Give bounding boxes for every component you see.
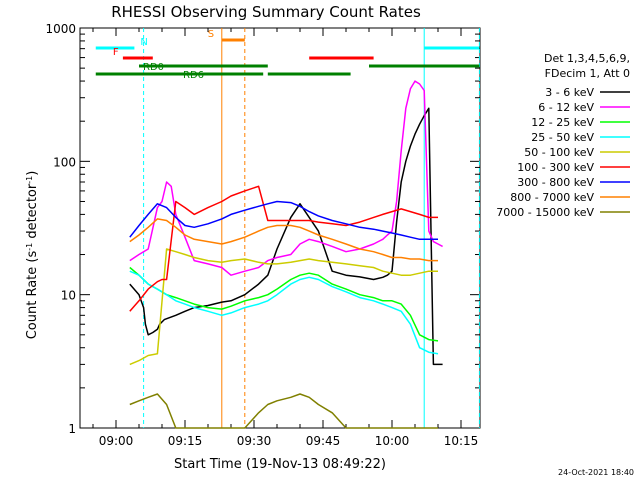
series-line-3 — [129, 270, 439, 355]
series-line-0 — [129, 107, 443, 366]
x-tick-label-1: 09:15 — [168, 434, 203, 448]
x-axis-label: Start Time (19-Nov-13 08:49:22) — [174, 457, 386, 472]
y-tick-label-0: 1 — [68, 422, 76, 436]
x-tick-label-0: 09:00 — [99, 434, 134, 448]
flag-label-rd6: RD6 — [183, 70, 204, 81]
x-tick-label-3: 09:45 — [306, 434, 341, 448]
chart-title: RHESSI Observing Summary Count Rates — [111, 3, 421, 21]
flag-label-f: F — [113, 47, 119, 58]
timestamp: 24-Oct-2021 18:40 — [558, 468, 634, 477]
legend-header-line-1: Det 1,3,4,5,6,9, — [544, 52, 630, 65]
series-line-5 — [129, 185, 438, 312]
legend-label-8: 7000 - 15000 keV — [496, 206, 594, 219]
y-tick-label-3: 1000 — [45, 22, 76, 36]
x-tick-label-4: 10:00 — [375, 434, 410, 448]
legend-label-2: 12 - 25 keV — [531, 116, 594, 129]
legend: Det 1,3,4,5,6,9, FDecim 1, Att 0 3 - 6 k… — [496, 52, 630, 219]
legend-label-4: 50 - 100 keV — [524, 146, 594, 159]
legend-label-6: 300 - 800 keV — [517, 176, 594, 189]
y-axis-label: Count Rate (s-1 detector-1) — [25, 171, 41, 340]
y-tick-label-1: 10 — [61, 289, 76, 303]
series-line-6 — [129, 200, 438, 241]
legend-header-line-2: FDecim 1, Att 0 — [545, 67, 630, 80]
flag-label-s: S — [208, 29, 214, 40]
series-line-2 — [129, 266, 439, 342]
series-line-1 — [129, 80, 443, 276]
legend-label-0: 3 - 6 keV — [545, 86, 594, 99]
series-line-4 — [129, 248, 438, 366]
flag-label-rd0: RD0 — [143, 62, 164, 73]
plot-frame — [79, 27, 481, 429]
legend-label-7: 800 - 7000 keV — [510, 191, 594, 204]
plot-area: 09:00 09:15 09:30 09:45 10:00 10:15 1 10 100 1000… — [45, 22, 481, 448]
legend-label-1: 6 - 12 keV — [538, 101, 594, 114]
y-tick-label-2: 100 — [53, 155, 76, 169]
series-line-7 — [129, 218, 438, 262]
legend-label-5: 100 - 300 keV — [517, 161, 594, 174]
flag-label-n: N — [140, 37, 147, 48]
legend-label-3: 25 - 50 keV — [531, 131, 594, 144]
x-tick-label-2: 09:30 — [237, 434, 272, 448]
series-line-8 — [129, 393, 438, 429]
x-tick-label-5: 10:15 — [444, 434, 479, 448]
